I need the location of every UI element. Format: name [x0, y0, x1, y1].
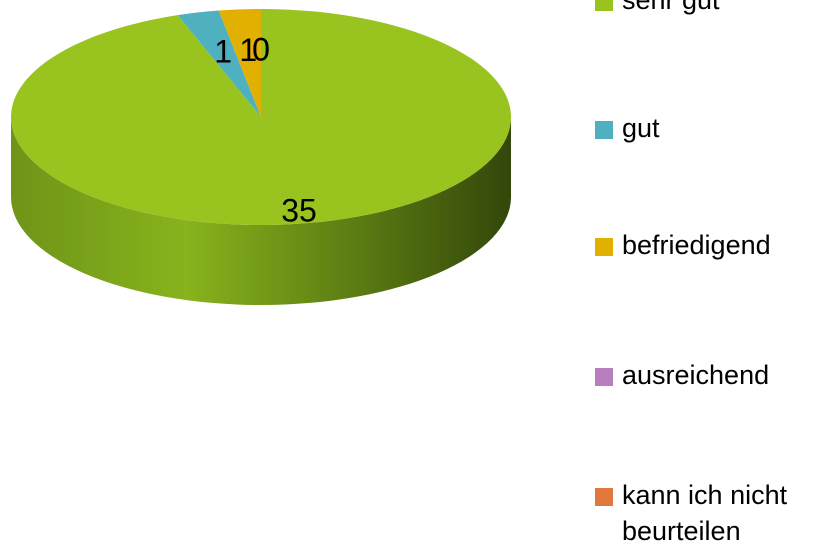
- legend-swatch: [595, 368, 613, 386]
- data-label: 35: [281, 192, 317, 228]
- legend-label: kann ich nicht beurteilen: [622, 480, 788, 546]
- legend-swatch: [595, 121, 613, 139]
- pie: 351 100: [11, 9, 512, 305]
- pie-slice: [177, 10, 261, 117]
- pie-side: [11, 117, 511, 305]
- pie-slice: [218, 9, 261, 117]
- pie-slice: [11, 9, 512, 226]
- data-label: 0: [252, 32, 270, 68]
- legend-label: befriedigend: [622, 230, 771, 260]
- data-label: 0: [252, 32, 270, 68]
- legend-label: gut: [622, 113, 660, 143]
- legend: sehr gut gut befriedigend ausreichend kann i…: [595, 0, 788, 546]
- legend-swatch: [595, 238, 613, 256]
- legend-swatch: [595, 488, 613, 506]
- legend-swatch: [595, 0, 613, 11]
- data-label: 1: [239, 32, 257, 68]
- data-label: 1: [214, 34, 232, 70]
- legend-label: sehr gut: [622, 0, 720, 15]
- legend-label: ausreichend: [622, 360, 769, 390]
